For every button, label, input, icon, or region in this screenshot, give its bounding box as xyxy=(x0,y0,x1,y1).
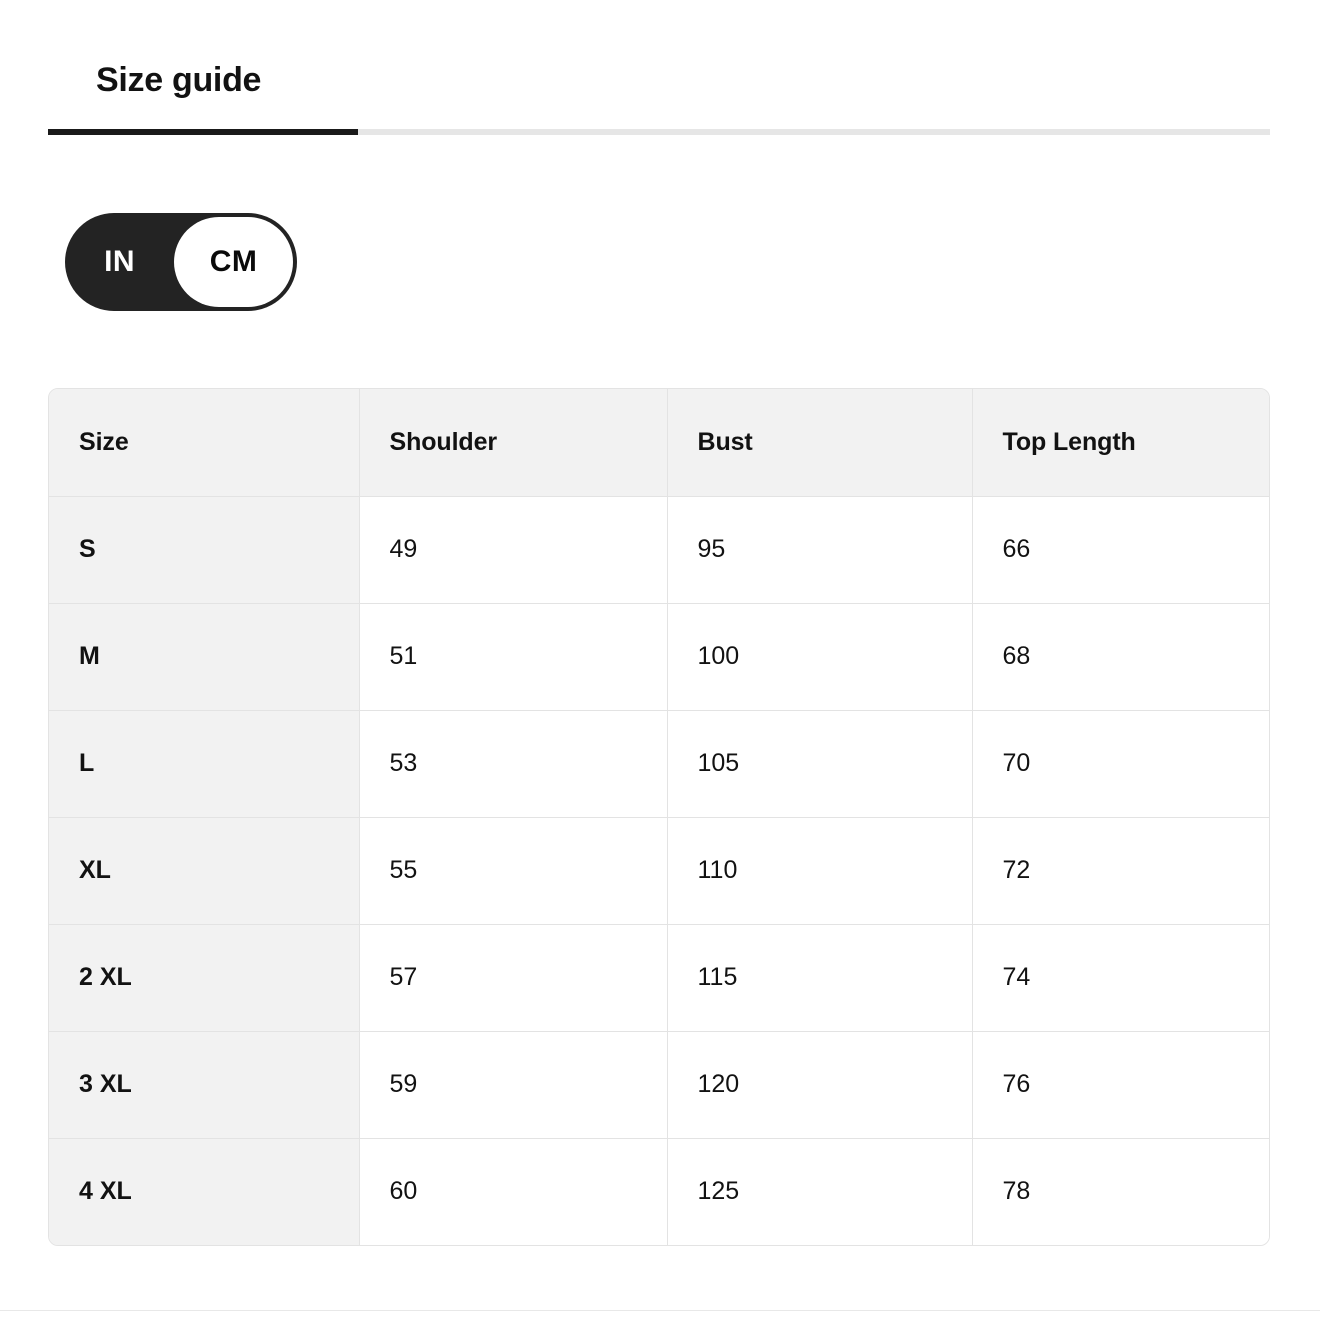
table-row: 4 XL 60 125 78 xyxy=(49,1138,1269,1245)
table-body: S 49 95 66 M 51 100 68 L 53 105 70 xyxy=(49,496,1269,1245)
cell-top-length: 76 xyxy=(972,1031,1269,1139)
tab-underline-active xyxy=(48,129,358,136)
table-row: L 53 105 70 xyxy=(49,710,1269,818)
tab-bar: Size guide xyxy=(48,61,1270,136)
cell-shoulder: 59 xyxy=(359,1031,668,1139)
table-header-row: Size Shoulder Bust Top Length xyxy=(49,389,1269,497)
cell-bust: 115 xyxy=(667,924,973,1032)
cell-top-length: 78 xyxy=(972,1138,1269,1245)
cell-bust: 120 xyxy=(667,1031,973,1139)
cell-size: 4 XL xyxy=(49,1138,360,1245)
cell-shoulder: 60 xyxy=(359,1138,668,1245)
cell-shoulder: 55 xyxy=(359,817,668,925)
column-header-bust: Bust xyxy=(667,389,973,497)
column-header-top-length: Top Length xyxy=(972,389,1269,497)
table-head: Size Shoulder Bust Top Length xyxy=(49,389,1269,497)
unit-toggle[interactable]: IN CM xyxy=(65,213,297,311)
cell-top-length: 68 xyxy=(972,603,1269,711)
cell-top-length: 72 xyxy=(972,817,1269,925)
cell-shoulder: 49 xyxy=(359,496,668,604)
column-header-shoulder: Shoulder xyxy=(359,389,668,497)
cell-size: 3 XL xyxy=(49,1031,360,1139)
unit-option-in[interactable]: IN xyxy=(104,245,135,278)
cell-shoulder: 51 xyxy=(359,603,668,711)
cell-size: S xyxy=(49,496,360,604)
cell-size: XL xyxy=(49,817,360,925)
table-row: 2 XL 57 115 74 xyxy=(49,924,1269,1032)
size-table: Size Shoulder Bust Top Length S 49 95 66… xyxy=(49,389,1269,1245)
unit-option-cm[interactable]: CM xyxy=(174,217,293,307)
tab-size-guide[interactable]: Size guide xyxy=(96,61,262,99)
table-row: M 51 100 68 xyxy=(49,603,1269,711)
cell-top-length: 74 xyxy=(972,924,1269,1032)
cell-bust: 105 xyxy=(667,710,973,818)
cell-top-length: 66 xyxy=(972,496,1269,604)
size-chart-table: Size Shoulder Bust Top Length S 49 95 66… xyxy=(48,388,1270,1246)
cell-size: 2 XL xyxy=(49,924,360,1032)
table-row: S 49 95 66 xyxy=(49,496,1269,604)
cell-bust: 95 xyxy=(667,496,973,604)
cell-size: L xyxy=(49,710,360,818)
cell-bust: 110 xyxy=(667,817,973,925)
cell-bust: 125 xyxy=(667,1138,973,1245)
table-row: 3 XL 59 120 76 xyxy=(49,1031,1269,1139)
cell-top-length: 70 xyxy=(972,710,1269,818)
cell-shoulder: 57 xyxy=(359,924,668,1032)
tab-strip: Size guide xyxy=(48,61,1270,129)
tab-underline-track xyxy=(48,129,1270,136)
cell-bust: 100 xyxy=(667,603,973,711)
cell-shoulder: 53 xyxy=(359,710,668,818)
cell-size: M xyxy=(49,603,360,711)
column-header-size: Size xyxy=(49,389,360,497)
bottom-divider xyxy=(0,1310,1320,1311)
table-row: XL 55 110 72 xyxy=(49,817,1269,925)
